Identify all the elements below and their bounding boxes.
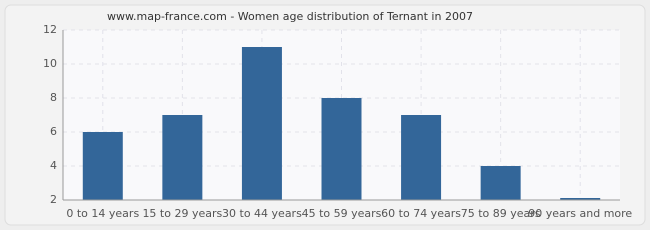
y-tick-label: 12: [43, 23, 57, 36]
bar: [321, 98, 362, 200]
bar: [560, 198, 601, 200]
bar: [401, 115, 442, 200]
y-tick-label: 4: [50, 159, 57, 172]
x-tick-label: 0 to 14 years: [66, 207, 139, 220]
y-tick-label: 8: [50, 91, 57, 104]
bar: [82, 132, 123, 200]
x-tick-label: 60 to 74 years: [381, 207, 461, 220]
bar: [162, 115, 203, 200]
x-tick-label: 90 years and more: [528, 207, 632, 220]
x-tick-label: 75 to 89 years: [461, 207, 541, 220]
bar: [241, 47, 282, 200]
chart: www.map-france.com - Women age distribut…: [0, 0, 650, 230]
chart-title: www.map-france.com - Women age distribut…: [107, 10, 473, 23]
x-tick-label: 15 to 29 years: [142, 207, 222, 220]
x-tick-label: 45 to 59 years: [302, 207, 382, 220]
y-tick-label: 10: [43, 57, 57, 70]
y-tick-label: 2: [50, 193, 57, 206]
y-tick-label: 6: [50, 125, 57, 138]
x-tick-label: 30 to 44 years: [222, 207, 302, 220]
bar: [480, 166, 521, 200]
